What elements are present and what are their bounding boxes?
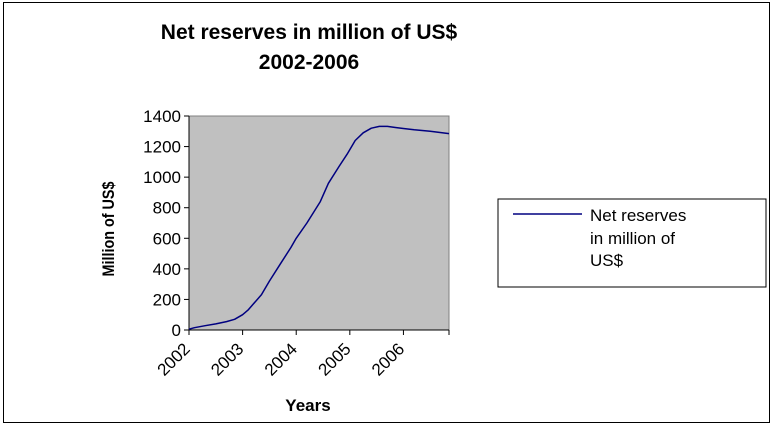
y-tick-label: 600 xyxy=(153,229,181,248)
x-tick-label: 2003 xyxy=(207,339,247,379)
series-layer xyxy=(188,125,450,330)
y-axis: 0 200 400 600 800 1000 1200 1400 xyxy=(143,107,190,340)
legend-label-line-3: US$ xyxy=(590,251,624,270)
chart-title-line-2: 2002-2006 xyxy=(259,51,359,74)
x-tick-label: 2005 xyxy=(314,339,354,379)
x-tick-label: 2004 xyxy=(261,339,301,379)
y-tick-label: 1200 xyxy=(143,138,181,157)
x-tick-label: 2002 xyxy=(154,339,194,379)
line-chart: Net reserves in million of US$ 2002-2006… xyxy=(99,21,767,415)
legend-label-line-2: in million of xyxy=(590,229,675,248)
chart-frame: Net reserves in million of US$ 2002-2006… xyxy=(3,2,770,423)
y-tick-label: 400 xyxy=(153,260,181,279)
chart-title-line-1: Net reserves in million of US$ xyxy=(161,21,458,44)
y-tick-label: 1400 xyxy=(143,107,181,126)
y-tick-label: 0 xyxy=(172,321,181,340)
x-axis-label: Years xyxy=(285,396,330,415)
y-axis-label: Million of US$ xyxy=(99,181,118,276)
x-axis: 2002 2003 2004 2005 2006 xyxy=(154,329,450,380)
y-tick-label: 1000 xyxy=(143,168,181,187)
x-tick-label: 2006 xyxy=(368,339,408,379)
legend-label-line-1: Net reserves xyxy=(590,206,686,225)
series-line xyxy=(188,125,450,330)
plot-area xyxy=(188,115,450,331)
y-tick-label: 800 xyxy=(153,199,181,218)
y-tick-label: 200 xyxy=(153,290,181,309)
legend: Net reserves in million of US$ xyxy=(497,198,767,288)
